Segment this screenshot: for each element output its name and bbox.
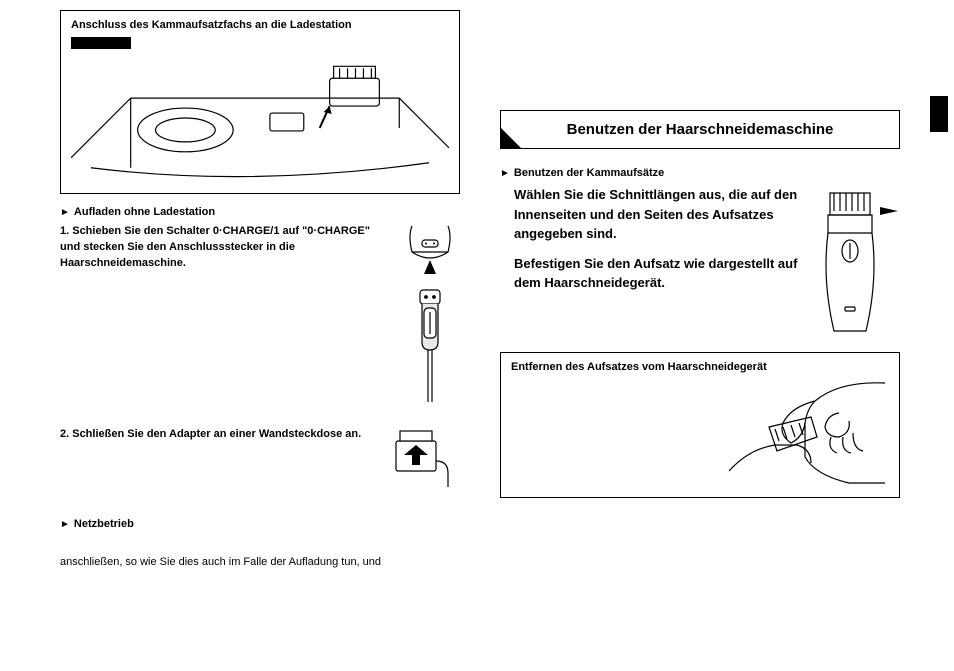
- section-header-title: Benutzen der Haarschneidemaschine: [567, 121, 834, 138]
- step-2-text-wrap: 2. Schließen Sie den Adapter an einer Wa…: [60, 427, 378, 447]
- redacted-label: [71, 37, 131, 49]
- subhead-use-combs: Benutzen der Kammaufsätze: [500, 167, 900, 179]
- right-column: Benutzen der Haarschneidemaschine Benutz…: [480, 10, 900, 641]
- right-body-p2: Befestigen Sie den Aufsatz wie dargestel…: [514, 254, 800, 293]
- attachment-box: Anschluss des Kammaufsatzfachs an die La…: [60, 10, 460, 194]
- language-indicator-block: [930, 96, 948, 132]
- right-body-text: Wählen Sie die Schnittlängen aus, die au…: [500, 185, 800, 338]
- page-root: Anschluss des Kammaufsatzfachs an die La…: [0, 0, 954, 671]
- attachment-illustration: [71, 55, 449, 185]
- remove-attachment-illustration: [511, 379, 889, 489]
- clipper-figure: [810, 185, 900, 338]
- remove-attachment-box: Entfernen des Aufsatzes vom Haarschneide…: [500, 352, 900, 498]
- attachment-box-title-text: Anschluss des Kammaufsatzfachs an die La…: [71, 19, 352, 31]
- subhead-charge-without-station: Aufladen ohne Ladestation: [60, 206, 460, 218]
- step-2-row: 2. Schließen Sie den Adapter an einer Wa…: [60, 427, 460, 490]
- step-2-figure: [390, 427, 460, 490]
- step-1-text: 1. Schieben Sie den Schalter 0·CHARGE/1 …: [60, 224, 388, 272]
- right-body-p1: Wählen Sie die Schnittlängen aus, die au…: [514, 185, 800, 244]
- attachment-box-title: Anschluss des Kammaufsatzfachs an die La…: [71, 19, 449, 31]
- section-header: Benutzen der Haarschneidemaschine: [500, 110, 900, 149]
- mains-body-text: anschließen, so wie Sie dies auch im Fal…: [60, 554, 460, 571]
- remove-attachment-title: Entfernen des Aufsatzes vom Haarschneide…: [511, 361, 889, 373]
- step-1-figure: [400, 224, 460, 407]
- left-column: Anschluss des Kammaufsatzfachs an die La…: [60, 10, 480, 641]
- step-1-text-wrap: 1. Schieben Sie den Schalter 0·CHARGE/1 …: [60, 224, 388, 276]
- corner-decoration: [500, 127, 522, 149]
- step-2-text: 2. Schließen Sie den Adapter an einer Wa…: [60, 427, 378, 443]
- right-body-row: Wählen Sie die Schnittlängen aus, die au…: [500, 185, 900, 338]
- step-1-row: 1. Schieben Sie den Schalter 0·CHARGE/1 …: [60, 224, 460, 407]
- subhead-mains: Netzbetrieb: [60, 518, 460, 530]
